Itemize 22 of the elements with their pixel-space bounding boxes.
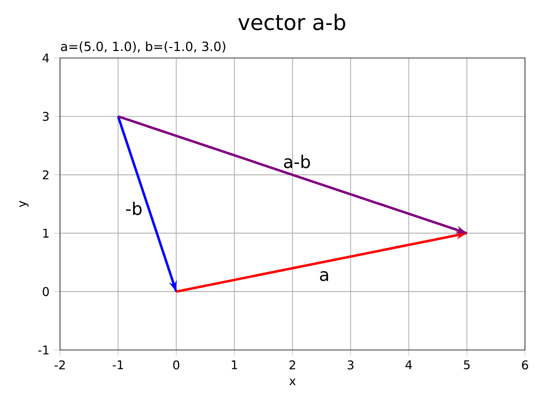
- chart-title: vector a-b: [238, 14, 346, 30]
- x-tick-label: 1: [232, 360, 238, 370]
- x-axis-title: x: [289, 378, 296, 386]
- y-tick-label: 3: [42, 112, 49, 121]
- chart-subtitle: a=(5.0, 1.0), b=(-1.0, 3.0): [61, 41, 226, 53]
- y-tick-label: 2: [42, 170, 48, 180]
- series-label: a: [320, 271, 328, 282]
- x-tick-label: 0: [173, 360, 180, 370]
- y-tick-label: -1: [38, 346, 48, 354]
- y-tick-label: 4: [42, 54, 49, 62]
- x-tick-label: 4: [406, 360, 412, 370]
- x-tick-label: 5: [464, 360, 470, 370]
- y-tick-label: 0: [42, 287, 49, 296]
- x-tick-label: 3: [348, 360, 354, 370]
- series-label: -b: [126, 202, 142, 216]
- x-tick-label: 6: [522, 360, 528, 370]
- x-tick-label: -1: [112, 360, 123, 370]
- series-label: a-b: [284, 154, 310, 168]
- x-tick-label: 2: [290, 360, 296, 370]
- x-tick-label: -2: [54, 360, 65, 370]
- y-axis-title: y: [19, 200, 28, 208]
- y-tick-label: 1: [43, 228, 48, 238]
